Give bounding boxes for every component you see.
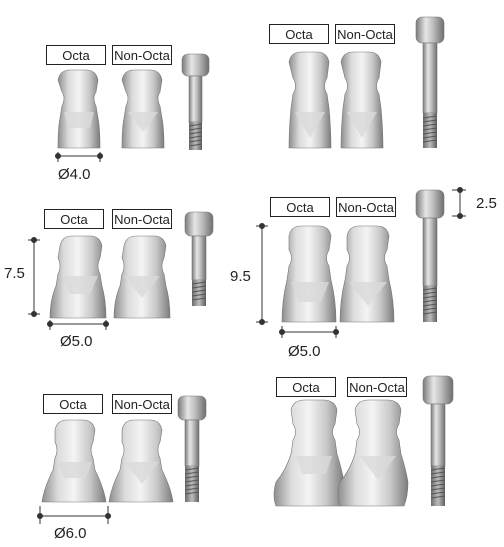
screw-1	[181, 53, 210, 150]
dimension-lines-3	[28, 237, 109, 330]
abutment-non-octa-6	[337, 399, 409, 507]
abutment-non-octa-1	[121, 69, 165, 149]
dim-diameter-6-0: Ø6.0	[54, 525, 87, 542]
abutment-octa-6	[273, 399, 345, 507]
label-non-octa-3: Non-Octa	[112, 209, 172, 229]
abutment-octa-4	[281, 225, 337, 323]
dimension-lines-4	[256, 187, 466, 338]
abutment-octa-1	[57, 69, 101, 149]
dim-height-2-5: 2.5	[476, 195, 497, 212]
label-non-octa-2: Non-Octa	[335, 24, 395, 44]
screw-5	[177, 395, 207, 502]
label-non-octa-5: Non-Octa	[112, 394, 172, 414]
abutment-octa-3	[49, 235, 107, 319]
abutment-octa-5	[41, 419, 107, 503]
label-octa-4: Octa	[270, 197, 330, 217]
label-octa-3: Octa	[44, 209, 104, 229]
label-octa-5: Octa	[43, 394, 103, 414]
screw-3	[184, 211, 214, 306]
screw-4	[415, 189, 445, 322]
label-octa-2: Octa	[269, 24, 329, 44]
label-octa-6: Octa	[276, 377, 336, 397]
abutment-non-octa-5	[108, 419, 174, 503]
dim-height-9-5: 9.5	[230, 268, 251, 285]
label-non-octa-1: Non-Octa	[112, 45, 172, 65]
dim-diameter-4-0: Ø4.0	[58, 166, 91, 183]
dimension-lines-5	[37, 506, 111, 524]
label-non-octa-6: Non-Octa	[347, 377, 407, 397]
abutment-non-octa-4	[339, 225, 395, 323]
abutment-non-octa-3	[113, 235, 171, 319]
abutment-octa-2	[288, 51, 332, 149]
dim-height-7-5: 7.5	[4, 265, 25, 282]
abutment-non-octa-2	[340, 51, 384, 149]
label-non-octa-4: Non-Octa	[336, 197, 396, 217]
dim-diameter-5-0-left: Ø5.0	[60, 333, 93, 350]
label-octa-1: Octa	[46, 45, 106, 65]
screw-2	[415, 16, 445, 148]
dim-diameter-5-0-right: Ø5.0	[288, 343, 321, 360]
screw-6	[422, 375, 454, 506]
dimension-lines-1	[55, 152, 103, 162]
